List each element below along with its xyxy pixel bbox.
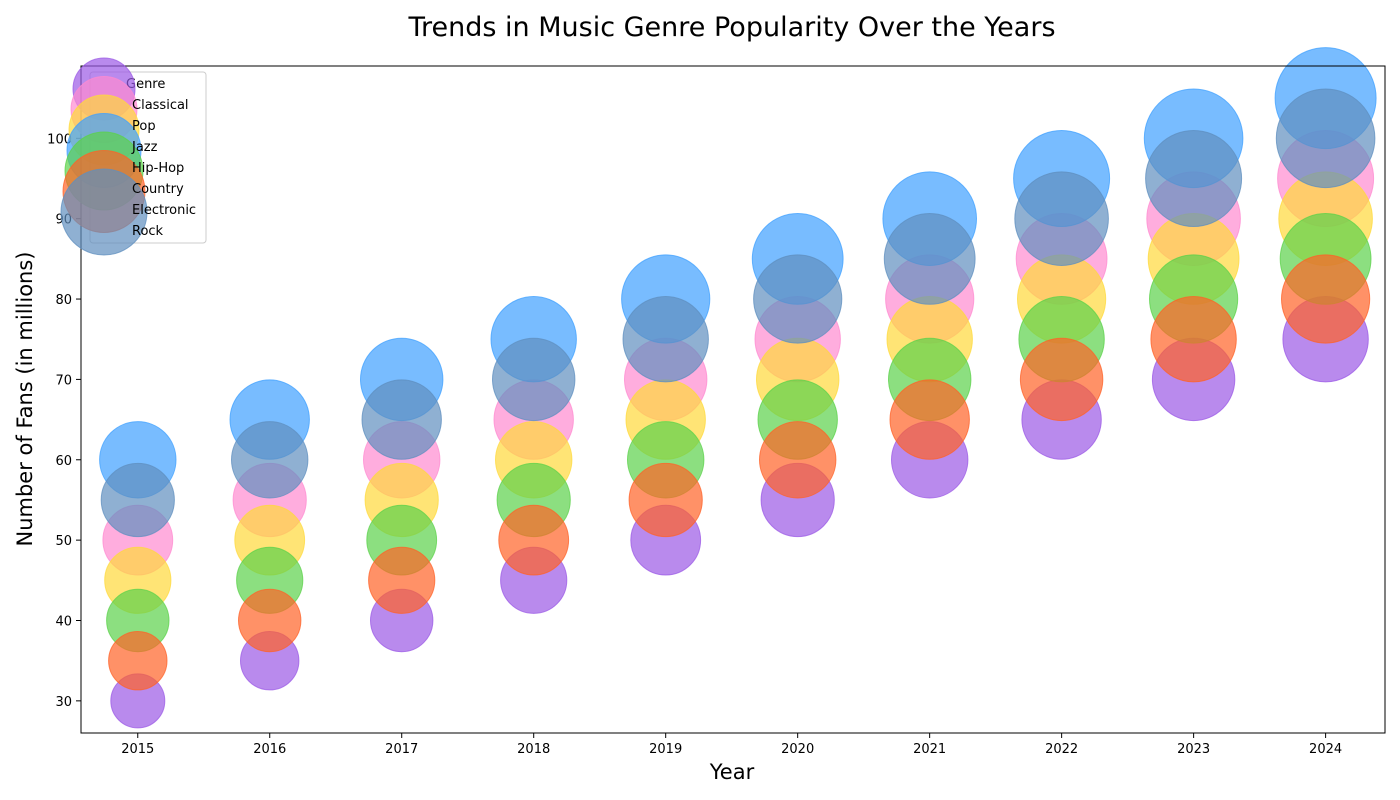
axes-frame — [80, 65, 1386, 734]
series-electronic — [108, 254, 1371, 691]
x-tick-label: 2015 — [121, 742, 154, 757]
series-rock — [100, 88, 1376, 538]
y-tick-label: 70 — [55, 373, 72, 388]
bubble-rock — [1145, 130, 1243, 227]
y-axis-ticks: 30405060708090100 — [47, 132, 81, 710]
y-tick-label: 80 — [55, 293, 72, 308]
y-tick-label: 100 — [47, 132, 72, 147]
bubble-electronic — [1019, 337, 1104, 422]
x-tick-label: 2023 — [1177, 742, 1210, 757]
bubble-electronic — [1281, 254, 1371, 344]
legend-label-jazz: Jazz — [131, 140, 158, 155]
x-tick-label: 2016 — [253, 742, 286, 757]
bubble-rock — [361, 379, 442, 460]
x-tick-label: 2024 — [1309, 742, 1342, 757]
x-tick-label: 2020 — [781, 742, 814, 757]
bubble-rock — [1275, 88, 1376, 189]
legend-label-hip-hop: Hip-Hop — [132, 161, 184, 176]
chart-title: Trends in Music Genre Popularity Over th… — [407, 12, 1055, 43]
x-tick-label: 2019 — [649, 742, 682, 757]
legend-marker-rock — [60, 168, 148, 256]
legend-label-country: Country — [132, 182, 184, 197]
legend-label-rock: Rock — [132, 224, 164, 239]
legend-title: Genre — [126, 77, 165, 92]
bubble-rock — [492, 337, 576, 422]
bubble-rock — [100, 462, 175, 538]
bubble-rock — [753, 254, 843, 344]
bubble-electronic — [238, 588, 302, 653]
bubble-rock — [231, 421, 309, 499]
legend-label-pop: Pop — [132, 119, 156, 134]
bubble-electronic — [1150, 296, 1237, 383]
x-tick-label: 2021 — [913, 742, 946, 757]
legend-label-electronic: Electronic — [132, 203, 196, 218]
bubble-electronic — [759, 421, 837, 499]
bubble-electronic — [889, 379, 970, 460]
x-axis-label: Year — [709, 760, 755, 784]
plot-area — [99, 47, 1377, 729]
bubble-electronic — [368, 546, 436, 614]
x-tick-label: 2022 — [1045, 742, 1078, 757]
y-axis-label: Number of Fans (in millions) — [13, 252, 37, 547]
y-tick-label: 60 — [55, 454, 72, 469]
bubble-electronic — [628, 462, 703, 538]
bubble-rock — [1014, 171, 1109, 266]
x-tick-label: 2018 — [517, 742, 550, 757]
bubble-rock — [883, 213, 976, 305]
bubble-electronic — [498, 504, 570, 576]
legend-label-classical: Classical — [132, 98, 189, 113]
y-tick-label: 50 — [55, 534, 72, 549]
y-tick-label: 30 — [55, 695, 72, 710]
bubble-electronic — [108, 631, 168, 691]
bubble-rock — [622, 296, 709, 383]
legend: Genre Classical Pop Jazz Hip-Hop Country Elec… — [60, 57, 207, 256]
x-tick-label: 2017 — [385, 742, 418, 757]
y-tick-label: 40 — [55, 614, 72, 629]
x-axis-ticks: 2015 2016 2017 2018 2019 2020 2021 2022 2023 2024 — [121, 733, 1342, 757]
